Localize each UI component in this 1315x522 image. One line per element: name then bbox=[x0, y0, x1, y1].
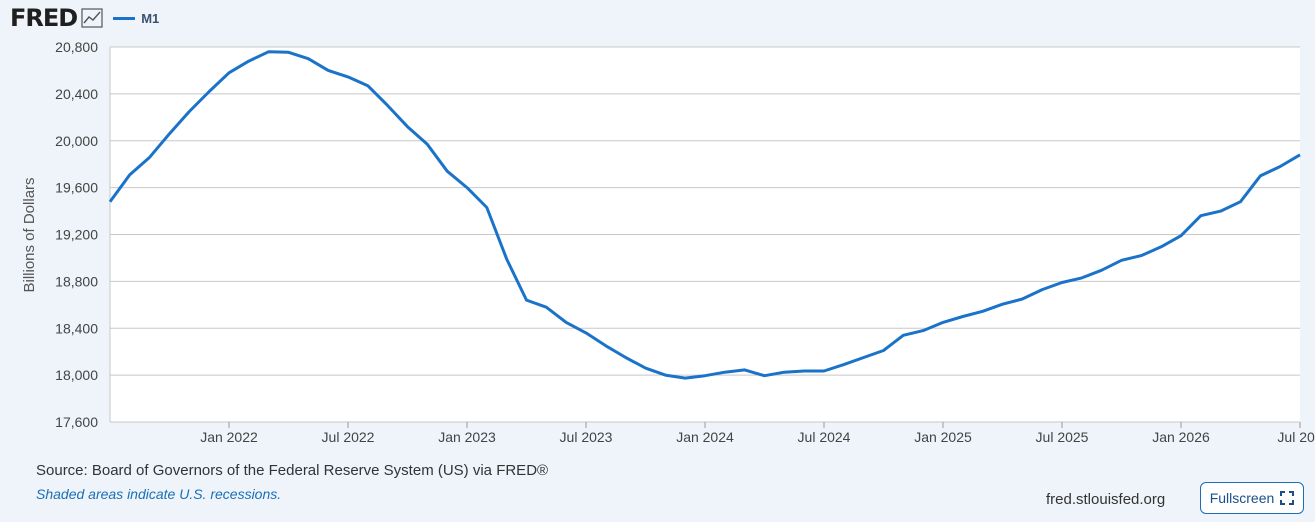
data-point[interactable] bbox=[763, 374, 767, 378]
data-point[interactable] bbox=[425, 142, 429, 146]
legend-label: M1 bbox=[141, 10, 160, 26]
fred-logo[interactable]: FRED bbox=[10, 4, 78, 32]
x-tick-label: Jan 2023 bbox=[438, 429, 496, 445]
data-point[interactable] bbox=[326, 68, 330, 72]
data-point[interactable] bbox=[128, 173, 132, 177]
data-point[interactable] bbox=[1159, 245, 1163, 249]
data-point[interactable] bbox=[525, 298, 529, 302]
x-tick-label: Jul 2025 bbox=[1036, 429, 1089, 445]
x-tick-label: Jan 2024 bbox=[676, 429, 734, 445]
data-point[interactable] bbox=[1060, 281, 1064, 285]
data-point[interactable] bbox=[663, 373, 667, 377]
data-point[interactable] bbox=[465, 186, 469, 190]
data-point[interactable] bbox=[1199, 214, 1203, 218]
data-point[interactable] bbox=[604, 344, 608, 348]
data-point[interactable] bbox=[961, 315, 965, 319]
source-note: Source: Board of Governors of the Federa… bbox=[36, 462, 549, 479]
data-point[interactable] bbox=[1100, 268, 1104, 272]
y-tick-label: 20,400 bbox=[55, 86, 98, 102]
y-tick-label: 20,000 bbox=[55, 133, 98, 149]
grid bbox=[109, 46, 1300, 423]
x-tick-label: Jul 2023 bbox=[560, 429, 613, 445]
data-point[interactable] bbox=[882, 349, 886, 353]
data-point[interactable] bbox=[1001, 302, 1005, 306]
recession-note: Shaded areas indicate U.S. recessions. bbox=[36, 486, 282, 502]
data-point[interactable] bbox=[485, 206, 489, 210]
data-point[interactable] bbox=[941, 320, 945, 324]
data-point[interactable] bbox=[1139, 254, 1143, 258]
y-tick-label: 18,400 bbox=[55, 320, 98, 336]
data-point[interactable] bbox=[108, 200, 112, 204]
data-point[interactable] bbox=[842, 363, 846, 367]
data-point[interactable] bbox=[802, 369, 806, 373]
data-point[interactable] bbox=[683, 376, 687, 380]
data-point[interactable] bbox=[287, 50, 291, 54]
data-point[interactable] bbox=[406, 125, 410, 129]
data-point[interactable] bbox=[1258, 174, 1262, 178]
fullscreen-label: Fullscreen bbox=[1209, 490, 1275, 506]
data-point[interactable] bbox=[1020, 297, 1024, 301]
data-point[interactable] bbox=[207, 90, 211, 94]
data-point[interactable] bbox=[584, 331, 588, 335]
site-link[interactable]: fred.stlouisfed.org bbox=[1046, 491, 1166, 508]
data-point[interactable] bbox=[862, 356, 866, 360]
data-point[interactable] bbox=[187, 109, 191, 113]
data-point[interactable] bbox=[148, 155, 152, 159]
expand-icon bbox=[1280, 491, 1295, 505]
y-tick-label: 18,000 bbox=[55, 367, 98, 383]
data-point[interactable] bbox=[743, 368, 747, 372]
data-point[interactable] bbox=[782, 370, 786, 374]
data-point[interactable] bbox=[1040, 288, 1044, 292]
data-point[interactable] bbox=[544, 305, 548, 309]
x-tick-label: Jul 202 bbox=[1277, 429, 1315, 445]
data-point[interactable] bbox=[1219, 209, 1223, 213]
data-point[interactable] bbox=[644, 366, 648, 370]
x-tick-label: Jul 2022 bbox=[322, 429, 375, 445]
y-tick-label: 17,600 bbox=[55, 414, 98, 430]
data-point[interactable] bbox=[703, 374, 707, 378]
data-point[interactable] bbox=[723, 370, 727, 374]
data-point[interactable] bbox=[1278, 165, 1282, 169]
y-tick-labels: 20,800 20,400 20,000 19,600 19,200 18,800 18,4… bbox=[55, 39, 98, 430]
data-point[interactable] bbox=[366, 84, 370, 88]
data-point[interactable] bbox=[267, 50, 271, 54]
data-point[interactable] bbox=[168, 132, 172, 136]
x-tick-label: Jan 2025 bbox=[914, 429, 972, 445]
y-tick-label: 18,800 bbox=[55, 273, 98, 289]
data-point[interactable] bbox=[227, 71, 231, 75]
series-line-m1 bbox=[108, 50, 1301, 380]
x-tick-label: Jan 2022 bbox=[200, 429, 258, 445]
data-point[interactable] bbox=[1120, 258, 1124, 262]
data-point[interactable] bbox=[1080, 276, 1084, 280]
x-tick-label: Jan 2026 bbox=[1152, 429, 1210, 445]
data-point[interactable] bbox=[306, 57, 310, 61]
header: FRED M1 bbox=[10, 4, 159, 32]
data-point[interactable] bbox=[822, 369, 826, 373]
data-point[interactable] bbox=[624, 356, 628, 360]
data-point[interactable] bbox=[346, 75, 350, 79]
y-tick-label: 19,600 bbox=[55, 180, 98, 196]
data-point[interactable] bbox=[386, 104, 390, 108]
x-tick-labels: Jan 2022 Jul 2022 Jan 2023 Jul 2023 Jan 2024… bbox=[200, 422, 1315, 445]
y-tick-label: 20,800 bbox=[55, 39, 98, 55]
x-tick-label: Jul 2024 bbox=[798, 429, 851, 445]
data-point[interactable] bbox=[1298, 153, 1302, 157]
data-point[interactable] bbox=[505, 257, 509, 261]
y-tick-label: 19,200 bbox=[55, 227, 98, 243]
data-point[interactable] bbox=[1179, 234, 1183, 238]
data-point[interactable] bbox=[921, 329, 925, 333]
y-axis-label: Billions of Dollars bbox=[21, 177, 38, 292]
data-point[interactable] bbox=[1239, 200, 1243, 204]
data-point[interactable] bbox=[247, 59, 251, 63]
data-point[interactable] bbox=[445, 169, 449, 173]
legend-swatch bbox=[113, 16, 136, 20]
legend: M1 bbox=[113, 11, 159, 26]
data-point[interactable] bbox=[564, 320, 568, 324]
data-point[interactable] bbox=[981, 309, 985, 313]
line-chart-icon bbox=[81, 8, 103, 28]
series-group bbox=[108, 50, 1302, 380]
chart: 20,800 20,400 20,000 19,600 19,200 18,800 18,4… bbox=[21, 39, 1315, 445]
data-point[interactable] bbox=[901, 333, 905, 337]
fullscreen-button[interactable]: Fullscreen bbox=[1200, 482, 1304, 514]
